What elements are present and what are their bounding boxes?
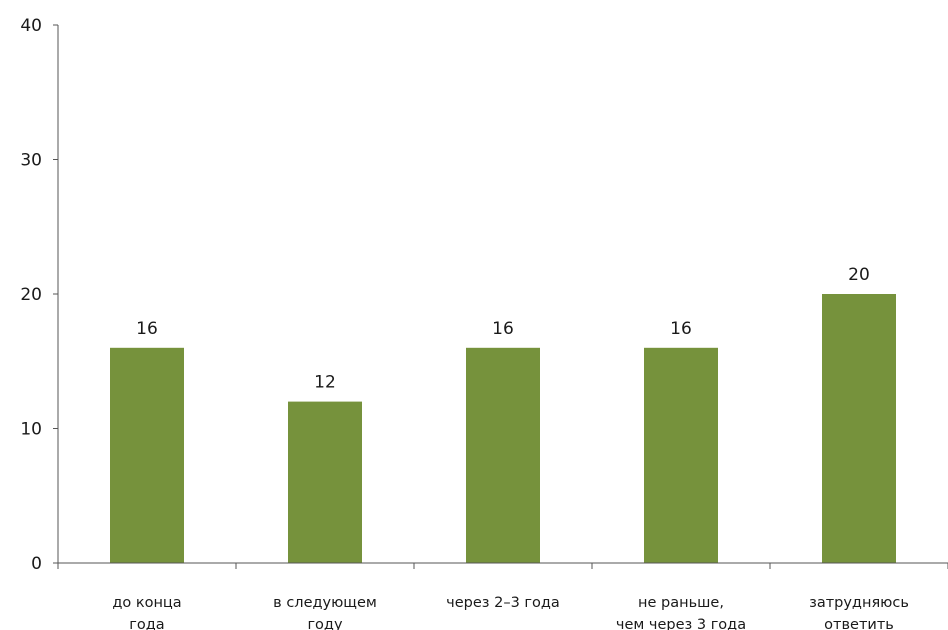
bar-value-label: 20 [848, 265, 870, 285]
category-label: затрудняюсь ответить [809, 595, 909, 630]
category-label: до конца года [112, 595, 181, 630]
bar [822, 294, 896, 563]
bar [288, 401, 362, 563]
bar-value-label: 16 [136, 319, 158, 339]
y-tick-label: 0 [31, 554, 42, 574]
category-label: через 2–3 года [446, 595, 560, 611]
y-tick-label: 20 [20, 285, 42, 305]
y-tick-label: 40 [20, 16, 42, 36]
bar-value-label: 16 [492, 319, 514, 339]
bar-series [110, 294, 896, 563]
x-axis-ticks [57, 563, 948, 569]
y-tick-label: 10 [20, 420, 42, 440]
bar [466, 347, 540, 563]
category-label: в следующем году [273, 595, 377, 630]
bar [644, 347, 718, 563]
bar-value-label: 12 [314, 373, 336, 393]
category-labels: до конца года в следующем году через 2–3 год… [112, 595, 909, 630]
bar-value-label: 16 [670, 319, 692, 339]
bar [110, 347, 184, 563]
category-label: не раньше, чем через 3 года [616, 595, 746, 630]
y-tick-label: 30 [20, 151, 42, 171]
data-labels: 16 12 16 16 20 [136, 265, 870, 393]
y-axis-ticks: 0 10 20 30 40 [20, 16, 58, 574]
